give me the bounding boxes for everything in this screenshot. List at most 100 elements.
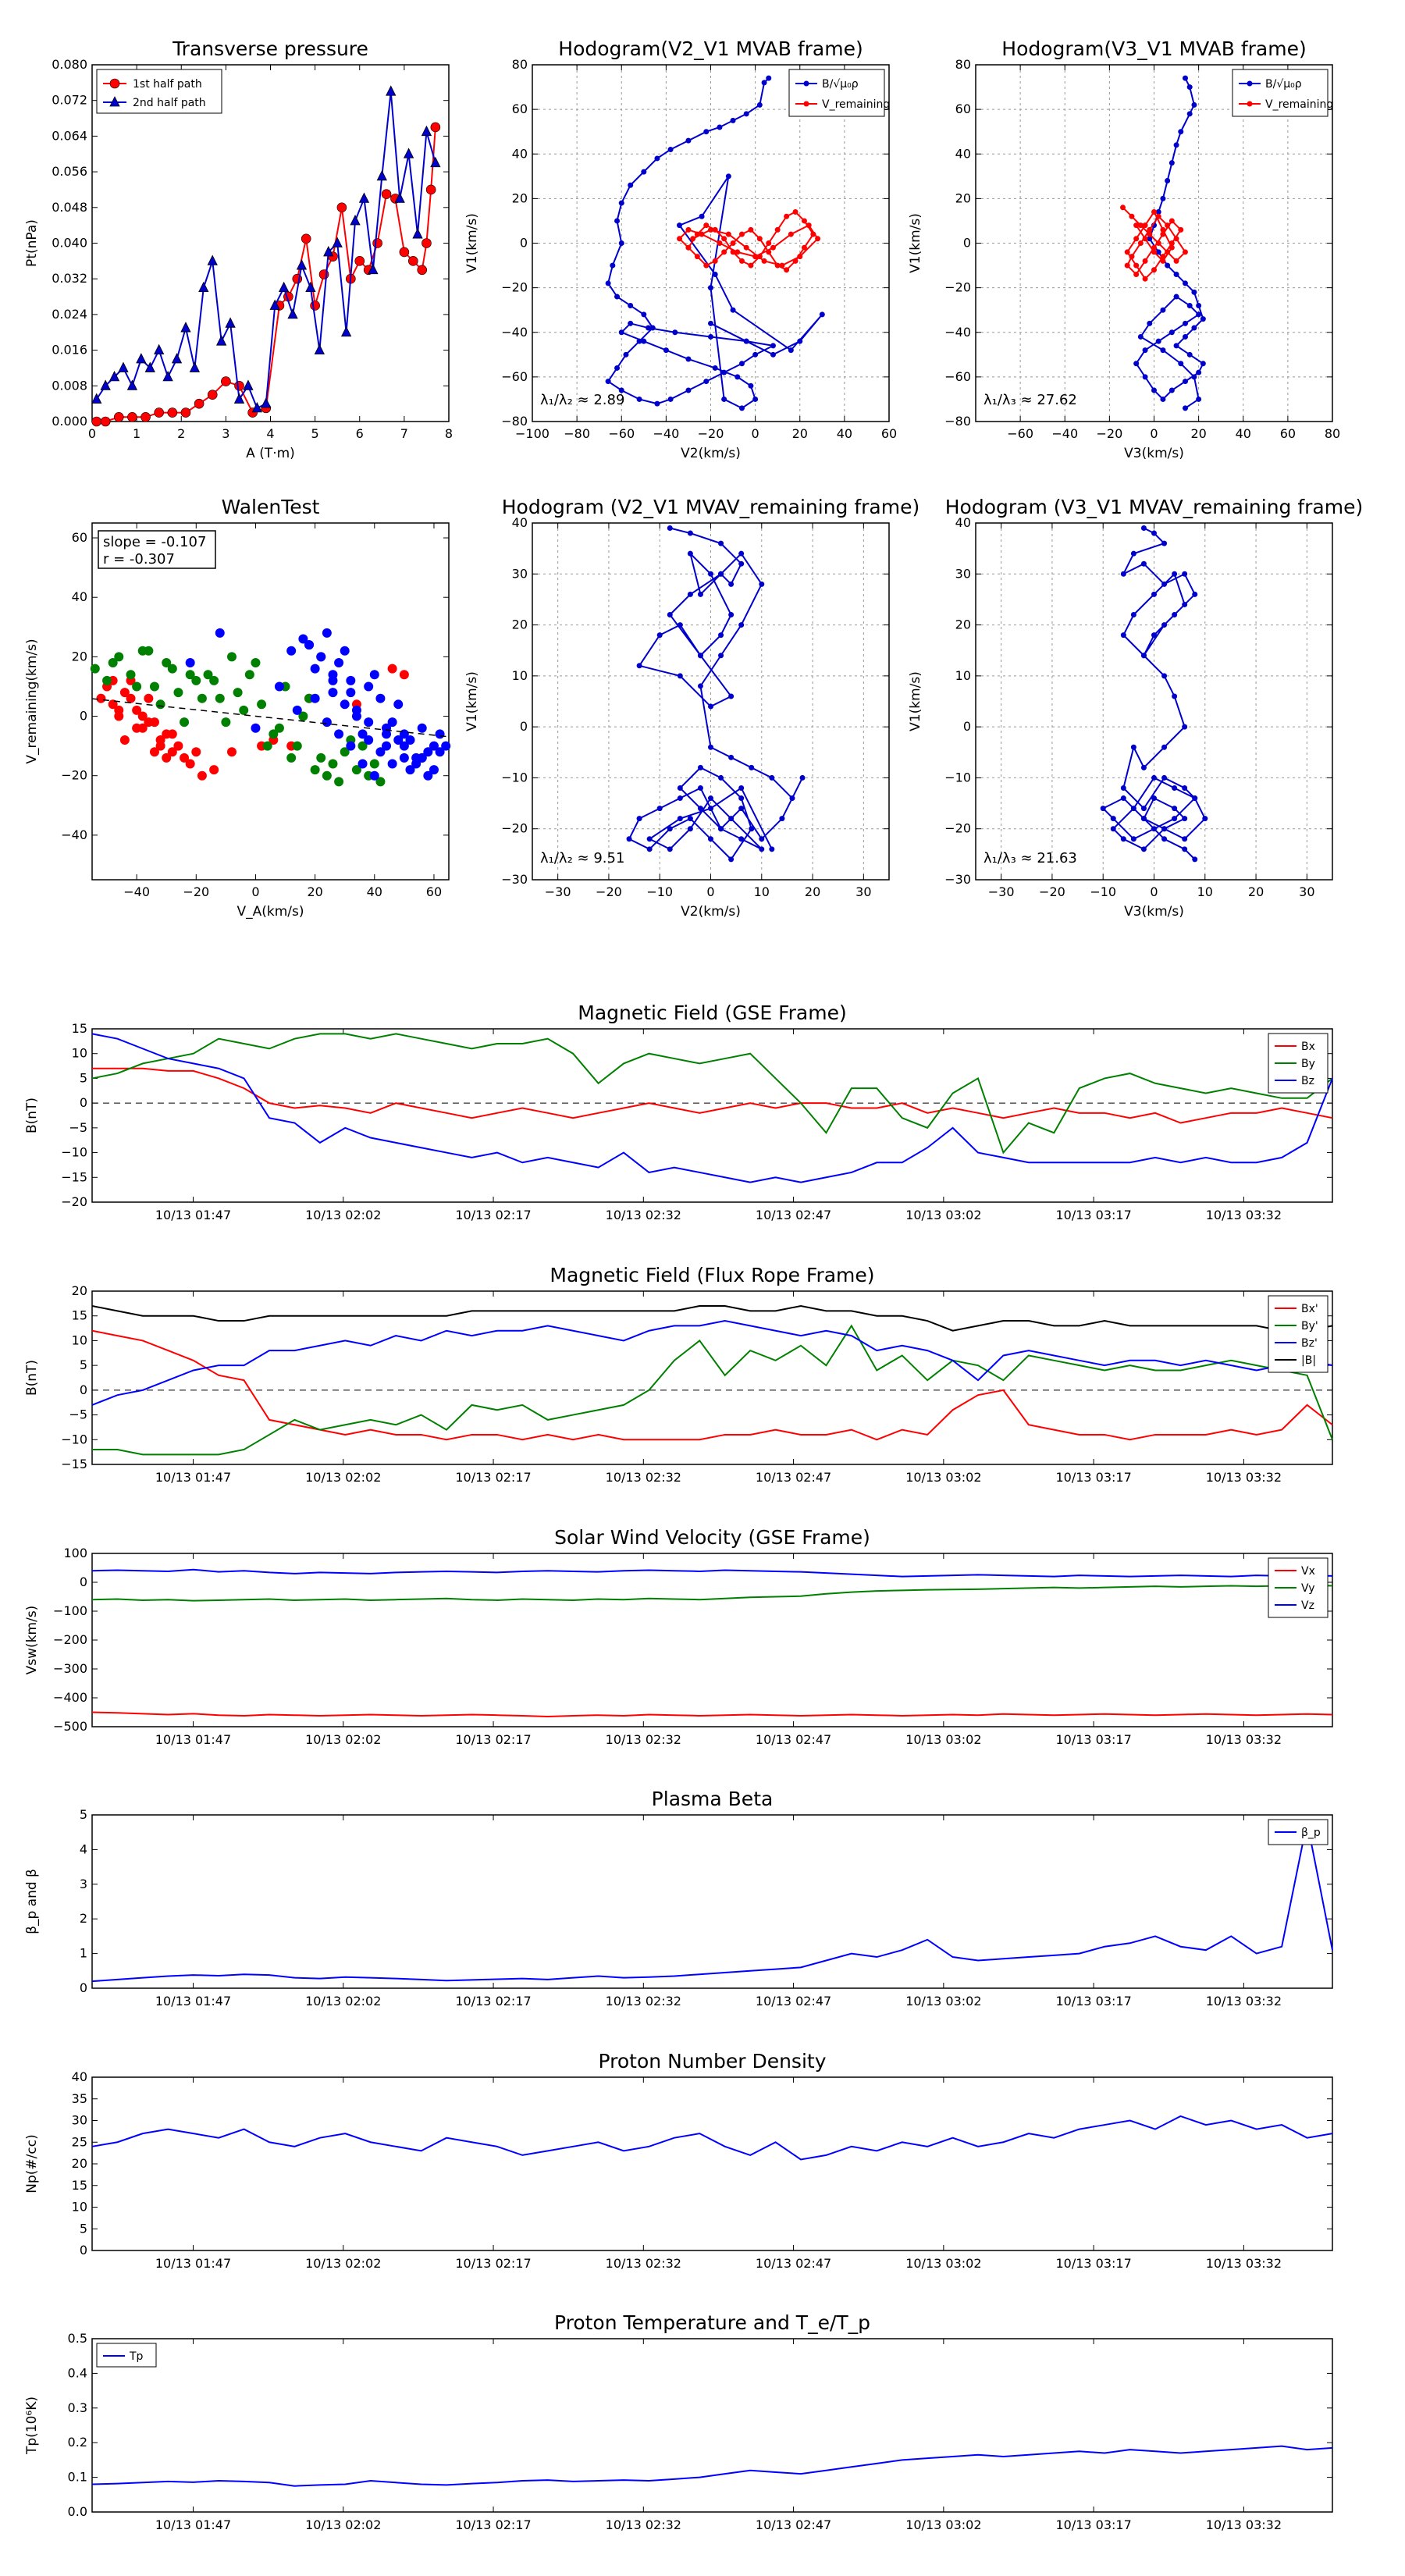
hodo1-point — [618, 329, 624, 336]
beta-xtick-label: 10/13 03:02 — [905, 1994, 981, 2008]
walen-xtick-label: 40 — [367, 884, 382, 899]
hodo4-point — [1172, 806, 1178, 812]
hodo1-point — [712, 365, 718, 371]
hodo1-point — [748, 382, 754, 389]
bfr-legend: Bx' By' Bz' |B| — [1268, 1295, 1329, 1373]
bfr-series-line — [91, 1329, 1333, 1441]
hodo2-point — [1168, 240, 1175, 246]
walen-point — [382, 729, 392, 739]
walen-point — [251, 723, 261, 733]
hodo2-point — [1124, 249, 1130, 255]
walen-point — [316, 652, 326, 662]
hodo2-point — [1200, 316, 1206, 322]
hodo1-point — [703, 222, 710, 229]
hodo1-point — [708, 226, 713, 233]
bfr-ytick-label: 20 — [72, 1283, 87, 1298]
walen-point — [144, 646, 154, 656]
pt-point — [301, 233, 311, 244]
hodo2-point — [1160, 396, 1166, 402]
hodo3-point — [738, 806, 745, 812]
pt-xtick-label: 4 — [266, 426, 274, 441]
beta-xtick-label: 10/13 01:47 — [155, 1994, 231, 2008]
hodo3-point — [636, 816, 642, 822]
hodo3-point — [749, 826, 755, 832]
hodo4-xlabel: V3(km/s) — [1124, 904, 1184, 920]
walen-point — [351, 765, 361, 775]
hodo2-point — [1133, 222, 1140, 229]
hodo2-point — [1182, 320, 1188, 326]
hodo4-point — [1182, 601, 1188, 607]
np-ytick-label: 20 — [72, 2156, 87, 2171]
pt-point — [162, 370, 173, 382]
pt-xlabel: A (T·m) — [246, 446, 295, 461]
hodo4-title: Hodogram (V3_V1 MVAV_remaining frame) — [945, 496, 1364, 518]
pt-point — [221, 376, 231, 386]
hodo3-ytick-label: 30 — [512, 566, 528, 581]
vsw-panel: −500 −400 −300 −200 −100 0 100 Solar Wind Veloc… — [24, 1526, 1333, 1747]
pt-point — [332, 237, 343, 247]
hodo1-point — [694, 254, 700, 260]
hodo1-point — [743, 338, 749, 344]
hodo1-point — [708, 285, 713, 291]
vsw-xtick-label: 10/13 03:02 — [905, 1732, 981, 1747]
pt-point — [233, 393, 245, 404]
pt-ytick-label: 0.056 — [52, 164, 87, 179]
bgse-ytick-label: 10 — [72, 1046, 87, 1061]
tp-ytick-label: 0.0 — [68, 2504, 87, 2519]
walen-point — [387, 664, 397, 674]
beta-ytick-label: 5 — [80, 1807, 87, 1822]
walen-point — [351, 711, 361, 721]
hodo4-xtick-label: 20 — [1248, 884, 1264, 899]
hodo1-point — [784, 213, 790, 219]
hodo2-ytick-label: 0 — [963, 236, 971, 251]
walen-point — [405, 765, 415, 775]
walen-xlabel: V_A(km/s) — [237, 904, 304, 920]
walen-point — [191, 747, 201, 757]
np-ytick-label: 15 — [72, 2178, 87, 2193]
hodo1-point — [738, 361, 745, 367]
walen-point — [429, 765, 439, 775]
pt-point — [358, 192, 370, 203]
hodo1-point — [667, 396, 674, 402]
pt-point — [340, 326, 352, 337]
hodo1-point — [792, 209, 799, 215]
bgse-series-line — [92, 1067, 1333, 1124]
bfr-ytick-label: 5 — [80, 1357, 87, 1372]
hodo2-xtick-label: 60 — [1280, 426, 1296, 441]
pt-ylabel: Pt(nPa) — [24, 219, 40, 267]
hodo1-point — [672, 329, 678, 336]
hodo2-legend-marker — [1247, 101, 1253, 107]
hodo1-point — [801, 244, 807, 251]
pt-legend-marker — [109, 78, 120, 89]
walen-stats-box — [98, 530, 216, 569]
hodo2-point — [1142, 222, 1148, 229]
walen-ytick-label: 0 — [80, 709, 87, 724]
bgse-legend-label: By — [1301, 1058, 1315, 1070]
beta-ytick-label: 2 — [80, 1911, 87, 1926]
pt-legend-label: 2nd half path — [133, 97, 206, 109]
hodo2-ylabel: V1(km/s) — [908, 213, 923, 273]
beta-ytick-label: 3 — [80, 1877, 87, 1891]
hodo2-point — [1155, 249, 1161, 255]
bfr-ylabel: B(nT) — [24, 1360, 40, 1396]
pt-point — [425, 184, 436, 195]
hodo1-point — [784, 267, 790, 273]
hodo2-ytick-label: 60 — [955, 101, 971, 116]
hodo4-xtick-label: 10 — [1197, 884, 1213, 899]
bgse-title: Magnetic Field (GSE Frame) — [578, 1002, 846, 1024]
walen-point — [257, 699, 267, 710]
pt-point — [350, 215, 361, 226]
hodo1-point — [685, 387, 692, 393]
pt-point — [91, 416, 102, 427]
hodo4-ytick-label: 30 — [955, 566, 971, 581]
hodo3-point — [738, 836, 745, 842]
hodo1-ylabel: V1(km/s) — [464, 213, 480, 273]
hodo2-point — [1165, 222, 1171, 229]
np-ytick-label: 10 — [72, 2200, 87, 2215]
np-xtick-label: 10/13 02:02 — [305, 2256, 381, 2271]
tp-panel: 0.0 0.1 0.2 0.3 0.4 0.5 Proton Temperature and… — [24, 2311, 1333, 2532]
walen-point — [357, 741, 368, 751]
hodo2-point — [1191, 325, 1197, 331]
pt-point — [154, 343, 165, 355]
